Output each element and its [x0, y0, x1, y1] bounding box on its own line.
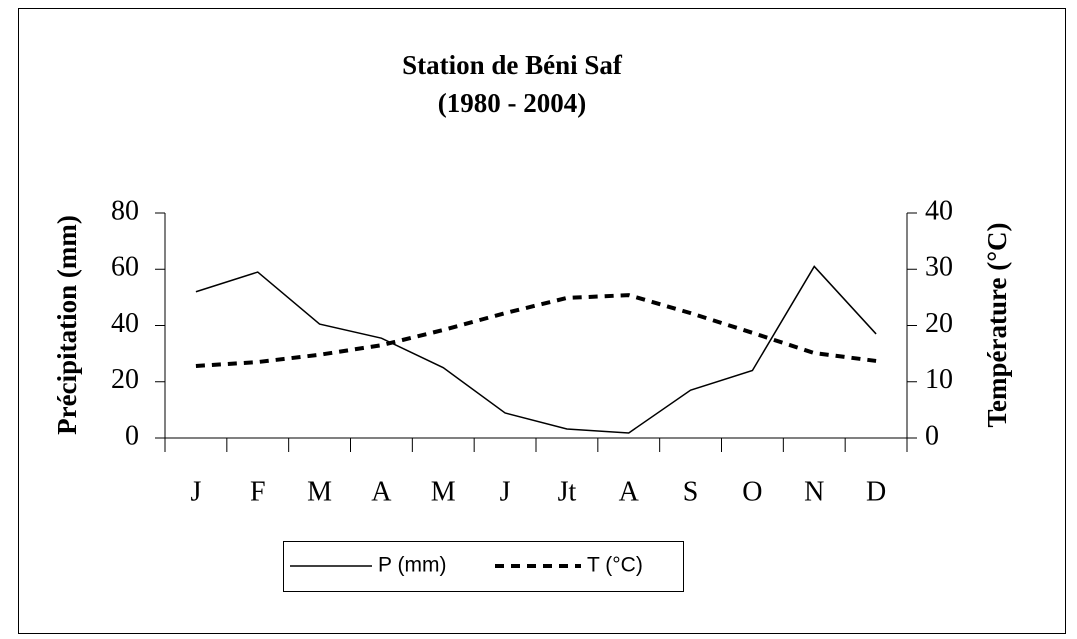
y2-tick-label: 0	[925, 420, 939, 451]
series-line	[195, 293, 877, 368]
x-tick-label: O	[742, 476, 762, 507]
y-tick-label: 0	[125, 420, 139, 451]
x-tick-label: M	[307, 476, 332, 507]
y-axis-label: Précipitation (mm)	[52, 215, 82, 435]
y2-tick-label: 40	[925, 195, 953, 226]
chart-border	[18, 8, 1066, 634]
y2-tick-label: 30	[925, 252, 953, 283]
x-tick-label: M	[431, 476, 456, 507]
y-tick-label: 20	[111, 364, 139, 395]
chart-subtitle: (1980 - 2004)	[438, 88, 586, 118]
y2-tick-label: 20	[925, 308, 953, 339]
legend-label: P (mm)	[378, 554, 446, 577]
y2-tick-label: 10	[925, 364, 953, 395]
x-tick-label: S	[683, 476, 699, 507]
x-tick-label: J	[190, 476, 201, 507]
series-line	[195, 265, 877, 434]
y-tick-label: 60	[111, 252, 139, 283]
x-tick-label: Jt	[558, 476, 577, 507]
x-tick-label: A	[371, 476, 392, 507]
x-tick-label: F	[250, 476, 266, 507]
x-tick-label: A	[619, 476, 640, 507]
x-tick-label: N	[804, 476, 824, 507]
y-tick-label: 80	[111, 195, 139, 226]
chart-title: Station de Béni Saf	[402, 50, 623, 80]
y2-axis-label: Température (°C)	[982, 222, 1012, 427]
x-tick-label: J	[500, 476, 511, 507]
legend-label: T (°C)	[587, 554, 643, 577]
x-tick-label: D	[866, 476, 886, 507]
y-tick-label: 40	[111, 308, 139, 339]
